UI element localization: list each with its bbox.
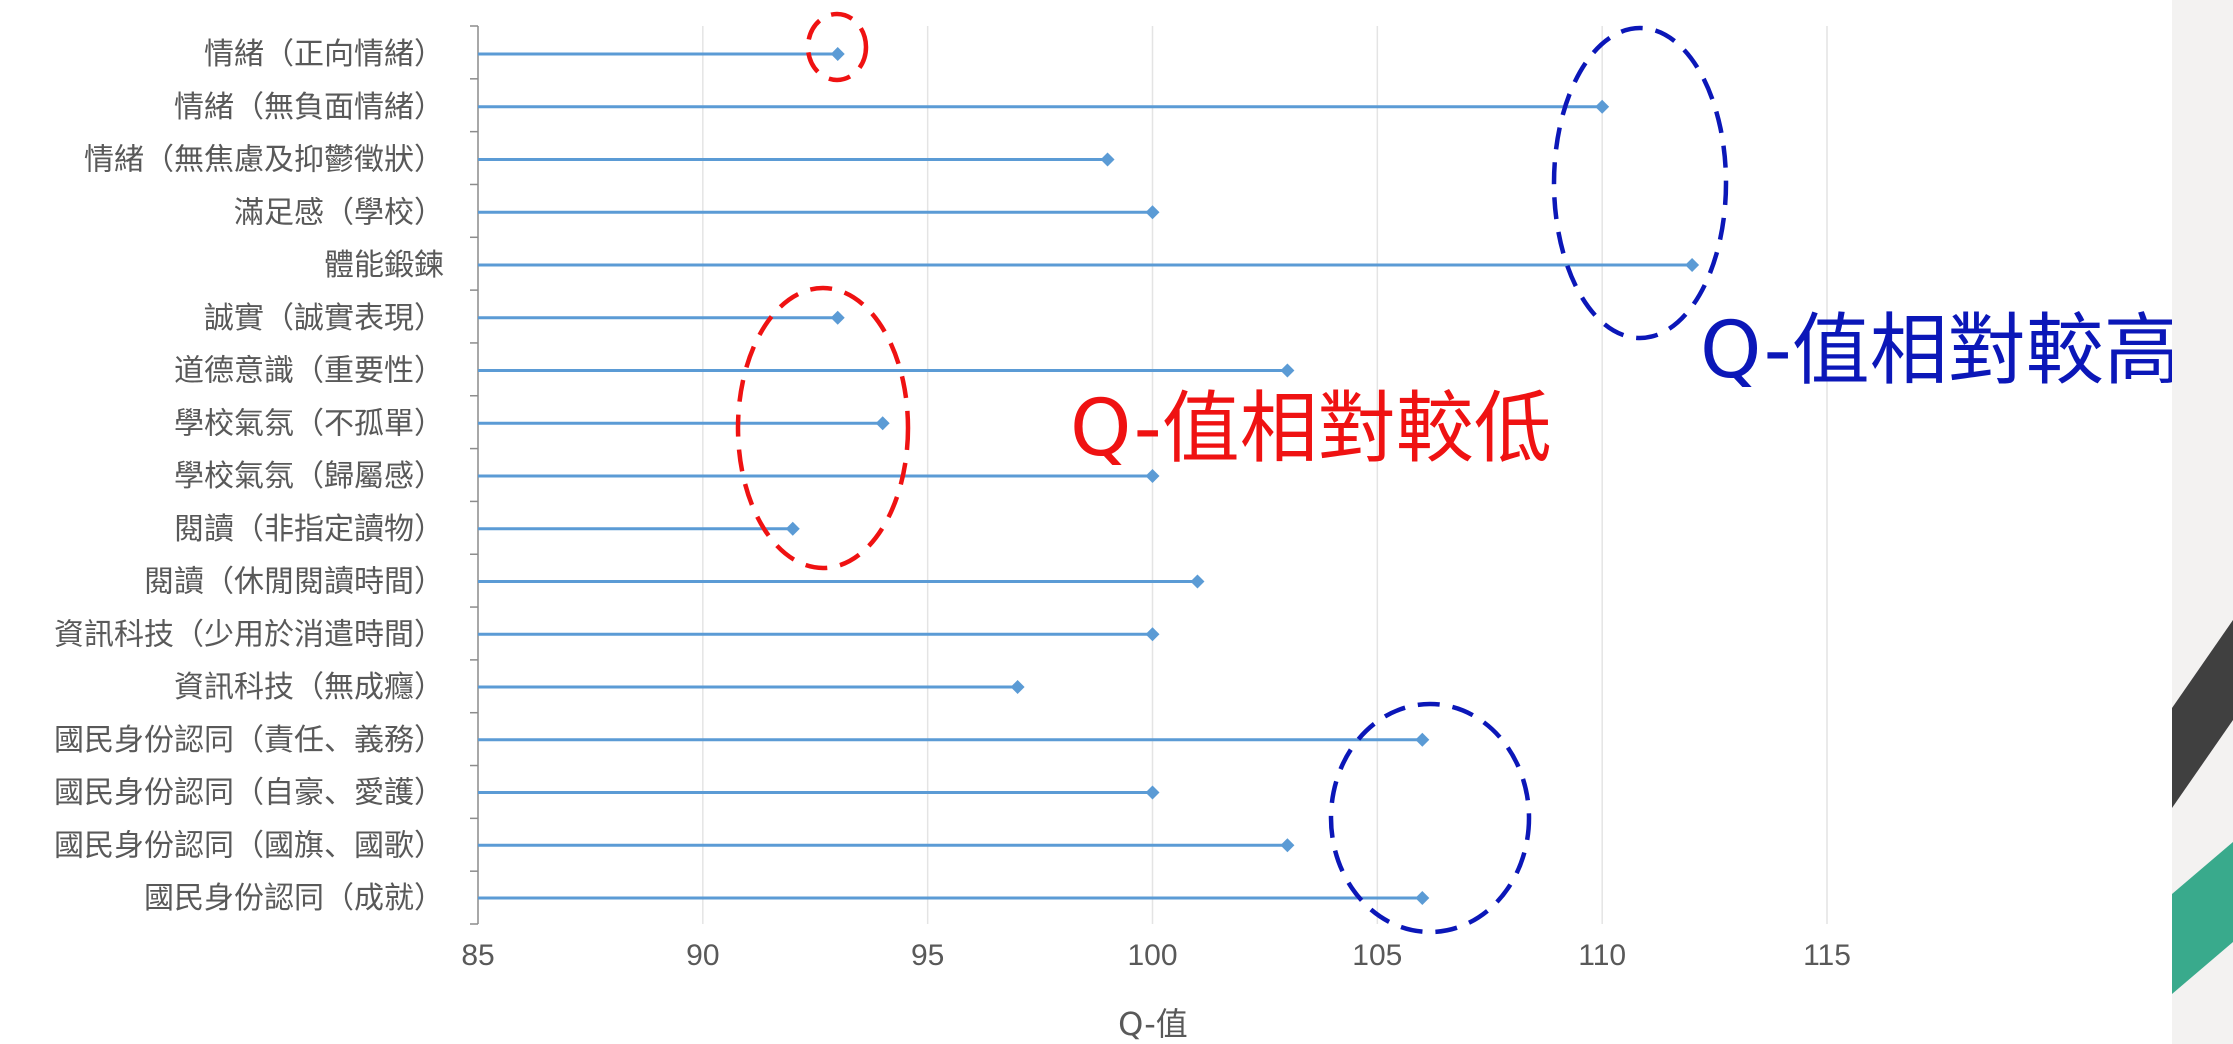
annotation-high: Q-值相對較高 [1700, 306, 2182, 396]
data-point-marker [1415, 732, 1430, 747]
x-tick-label: 85 [461, 939, 494, 972]
data-point-marker [1595, 99, 1610, 114]
category-label: 閱讀（非指定讀物） [174, 512, 444, 547]
data-point-marker [1280, 838, 1295, 853]
x-tick-label: 100 [1127, 939, 1177, 972]
data-point-marker [785, 521, 800, 536]
annotation-circles [735, 11, 1729, 935]
category-label: 國民身份認同（成就） [144, 881, 444, 916]
data-point-marker [1685, 258, 1700, 272]
data-point-marker [1145, 205, 1160, 220]
tick-labels: 85 90 95 100 105 110 115 [461, 939, 1851, 972]
data-point-marker [1415, 891, 1430, 905]
data-point-marker [1145, 785, 1160, 800]
category-label: 資訊科技（少用於消遣時間） [54, 617, 444, 652]
category-label: 國民身份認同（責任、義務） [54, 723, 444, 758]
category-label: 資訊科技（無成癮） [174, 670, 444, 705]
annotation-ellipse [1328, 701, 1532, 935]
data-point-marker [1010, 680, 1025, 694]
data-point-marker [1145, 627, 1160, 642]
x-axis-title: Q-值 [1118, 1005, 1188, 1043]
decoration-panel [2172, 0, 2233, 1044]
markers [785, 47, 1700, 905]
data-point-marker [830, 310, 845, 325]
x-tick-label: 95 [911, 939, 944, 972]
annotation-ellipse [1551, 25, 1729, 341]
category-label: 情緒（正向情緒） [204, 37, 444, 72]
category-label: 誠實（誠實表現） [204, 301, 444, 336]
category-label: 學校氣氛（不孤單） [174, 406, 444, 441]
category-label: 閱讀（休閒閱讀時間） [144, 565, 444, 600]
axes [470, 25, 479, 925]
x-tick-label: 115 [1803, 939, 1851, 972]
x-tick-label: 105 [1352, 939, 1402, 972]
data-point-marker [875, 416, 890, 431]
data-point-marker [830, 47, 845, 61]
category-labels: 情緒（正向情緒） 情緒（無負面情緒） 情緒（無焦慮及抑鬱徵狀） 滿足感（學校） 體能鍛鍊… [54, 37, 444, 916]
x-tick-label: 90 [686, 939, 719, 972]
category-label: 滿足感（學校） [234, 195, 444, 230]
data-point-marker [1280, 363, 1295, 378]
category-label: 道德意識（重要性） [174, 354, 444, 389]
annotation-ellipse [735, 285, 911, 571]
category-label: 國民身份認同（國旗、國歌） [54, 828, 444, 863]
data-point-marker [1145, 469, 1160, 483]
category-label: 情緒（無負面情緒） [174, 90, 444, 125]
annotation-low: Q-值相對較低 [1070, 384, 1552, 474]
category-label: 情緒（無焦慮及抑鬱徵狀） [84, 143, 444, 178]
data-point-marker [1100, 152, 1115, 167]
stems [478, 52, 1693, 900]
category-label: 學校氣氛（歸屬感） [174, 459, 444, 494]
annotation-ellipse [805, 11, 869, 83]
x-tick-label: 110 [1578, 939, 1626, 972]
data-point-marker [1190, 574, 1205, 589]
category-label: 體能鍛鍊 [324, 248, 444, 283]
category-label: 國民身份認同（自豪、愛護） [54, 776, 444, 811]
